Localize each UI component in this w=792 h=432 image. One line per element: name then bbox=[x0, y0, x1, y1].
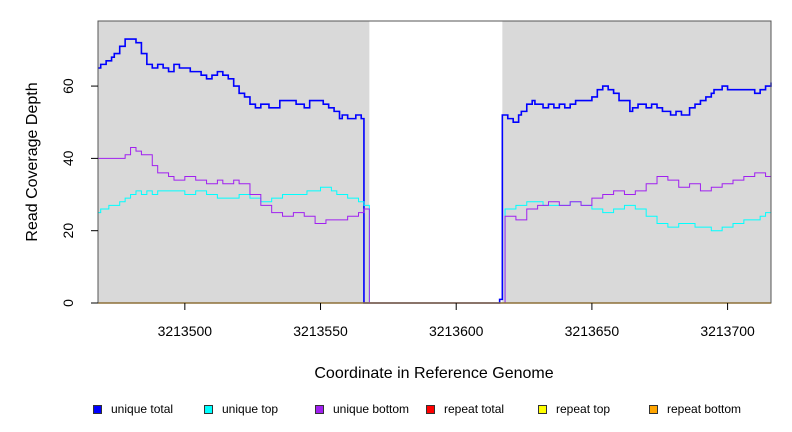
legend-swatch bbox=[426, 404, 435, 414]
legend-item-unique-bottom: unique bottom bbox=[315, 400, 409, 418]
x-tick-label: 3213550 bbox=[293, 323, 348, 339]
legend-swatch bbox=[93, 404, 102, 414]
coverage-chart: 3213500 3213550 3213600 3213650 3213700 0 20 4… bbox=[24, 20, 772, 382]
legend-label: unique top bbox=[222, 402, 279, 416]
legend-swatch bbox=[538, 404, 547, 414]
y-axis-title: Read Coverage Depth bbox=[24, 82, 41, 241]
series-unique-bottom bbox=[98, 147, 771, 304]
x-axis-title: Coordinate in Reference Genome bbox=[314, 365, 553, 382]
legend-item-unique-total: unique total bbox=[93, 400, 173, 418]
legend-label: repeat total bbox=[444, 402, 505, 416]
legend-item-repeat-bottom: repeat bottom bbox=[649, 400, 741, 418]
series-unique-top bbox=[98, 186, 772, 304]
y-tick-label: 20 bbox=[60, 223, 76, 239]
y-tick-label: 60 bbox=[60, 78, 76, 94]
x-tick-label: 3213650 bbox=[565, 323, 620, 339]
x-tick-label: 3213700 bbox=[700, 323, 755, 339]
legend-item-unique-top: unique top bbox=[204, 400, 278, 418]
legend-item-repeat-top: repeat top bbox=[538, 400, 610, 418]
legend-swatch bbox=[315, 404, 324, 414]
legend-swatch bbox=[649, 404, 658, 414]
legend-label: unique total bbox=[111, 402, 174, 416]
y-tick-label: 40 bbox=[60, 150, 76, 166]
gap-region bbox=[369, 21, 503, 303]
x-tick-label: 3213500 bbox=[158, 323, 213, 339]
legend-item-repeat-total: repeat total bbox=[426, 400, 504, 418]
series-unique-total bbox=[98, 38, 772, 304]
y-axis: 0 20 40 60 bbox=[60, 78, 98, 307]
legend-swatch bbox=[204, 404, 213, 414]
legend-label: repeat top bbox=[556, 402, 611, 416]
x-axis: 3213500 3213550 3213600 3213650 3213700 bbox=[158, 303, 755, 339]
legend: unique total unique top unique bottom repea… bbox=[0, 400, 792, 418]
plot-frame bbox=[97, 20, 772, 304]
legend-label: repeat bottom bbox=[667, 402, 742, 416]
y-tick-label: 0 bbox=[60, 299, 76, 307]
x-tick-label: 3213600 bbox=[429, 323, 484, 339]
legend-label: unique bottom bbox=[333, 402, 410, 416]
